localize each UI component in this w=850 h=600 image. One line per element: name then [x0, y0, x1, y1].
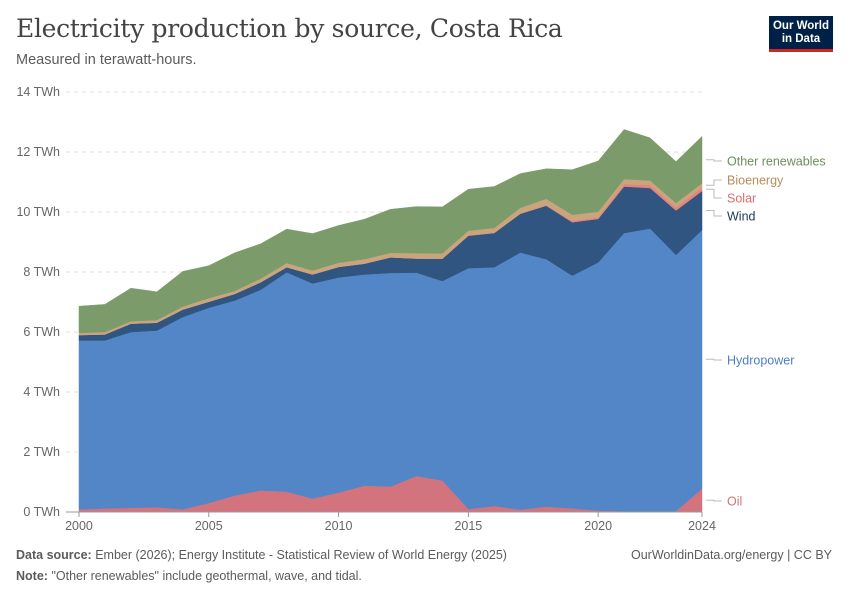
- legend-label-hydropower[interactable]: Hydropower: [727, 354, 794, 368]
- legend-label-bioenergy[interactable]: Bioenergy: [727, 174, 784, 188]
- logo-line-1: Our World: [772, 20, 829, 32]
- legend-connector: [706, 159, 722, 162]
- legend-label-solar[interactable]: Solar: [727, 192, 756, 206]
- x-tick-label: 2010: [325, 519, 353, 533]
- y-tick-label: 14 TWh: [16, 85, 60, 99]
- y-tick-label: 2 TWh: [23, 445, 60, 459]
- y-tick-label: 12 TWh: [16, 145, 60, 159]
- legend-connector: [706, 358, 722, 361]
- y-tick-label: 4 TWh: [23, 385, 60, 399]
- legend-label-other-renewables[interactable]: Other renewables: [727, 155, 826, 169]
- data-source-line: Data source: Ember (2026); Energy Instit…: [16, 548, 507, 562]
- legend-connector: [706, 179, 722, 186]
- x-tick-label: 2000: [65, 519, 93, 533]
- legend-connector: [706, 499, 722, 502]
- area-other-renewables[interactable]: [78, 129, 703, 334]
- chart-subtitle: Measured in terawatt-hours.: [16, 52, 197, 68]
- legend-label-oil[interactable]: Oil: [727, 495, 742, 509]
- note-label: Note:: [16, 569, 48, 583]
- note-line: Note: "Other renewables" include geother…: [16, 569, 362, 583]
- note-text: "Other renewables" include geothermal, w…: [51, 569, 362, 583]
- y-tick-label: 0 TWh: [23, 505, 60, 519]
- legend-connector: [706, 188, 722, 199]
- x-tick-label: 2015: [454, 519, 482, 533]
- x-tick-label: 2024: [688, 519, 716, 533]
- y-tick-label: 10 TWh: [16, 205, 60, 219]
- license-link[interactable]: OurWorldinData.org/energy | CC BY: [630, 548, 832, 562]
- logo-line-2: in Data: [781, 33, 821, 45]
- x-tick-label: 2020: [584, 519, 612, 533]
- x-tick-label: 2005: [195, 519, 223, 533]
- legend-connector: [706, 210, 722, 217]
- data-source-label: Data source:: [16, 548, 92, 562]
- chart-title: Electricity production by source, Costa …: [16, 14, 563, 43]
- y-tick-label: 6 TWh: [23, 325, 60, 339]
- data-source-text[interactable]: Ember (2026); Energy Institute - Statist…: [95, 548, 507, 562]
- y-tick-label: 8 TWh: [23, 265, 60, 279]
- owid-logo[interactable]: Our World in Data: [769, 16, 833, 52]
- legend-label-wind[interactable]: Wind: [727, 210, 756, 224]
